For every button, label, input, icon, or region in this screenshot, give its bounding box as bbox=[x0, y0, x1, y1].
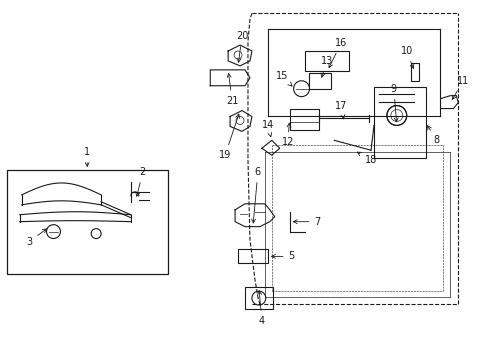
Bar bbox=[309, 73, 331, 89]
Text: 13: 13 bbox=[321, 56, 333, 77]
Bar bbox=[238, 249, 267, 264]
Text: 18: 18 bbox=[357, 152, 376, 165]
Text: 4: 4 bbox=[257, 291, 264, 326]
Bar bbox=[410, 63, 418, 81]
Bar bbox=[304, 51, 348, 71]
Text: 16: 16 bbox=[328, 38, 346, 68]
Bar bbox=[244, 287, 272, 309]
Text: 1: 1 bbox=[84, 147, 90, 166]
Bar bbox=[373, 87, 425, 158]
Text: 15: 15 bbox=[275, 71, 291, 86]
Text: 3: 3 bbox=[26, 229, 46, 247]
Text: 9: 9 bbox=[390, 84, 397, 122]
Text: 20: 20 bbox=[235, 31, 248, 62]
Text: 7: 7 bbox=[293, 217, 320, 227]
Text: 10: 10 bbox=[400, 46, 413, 68]
Text: 6: 6 bbox=[251, 167, 261, 223]
Text: 19: 19 bbox=[219, 114, 239, 160]
Text: 11: 11 bbox=[451, 76, 468, 99]
Text: 17: 17 bbox=[334, 100, 347, 119]
Bar bbox=[7, 170, 167, 274]
Text: 21: 21 bbox=[225, 73, 238, 105]
Text: 5: 5 bbox=[271, 251, 294, 261]
Text: 12: 12 bbox=[281, 123, 293, 147]
Text: 14: 14 bbox=[261, 121, 273, 137]
Text: 2: 2 bbox=[136, 167, 145, 196]
Bar bbox=[289, 109, 319, 130]
Text: 8: 8 bbox=[427, 126, 439, 145]
